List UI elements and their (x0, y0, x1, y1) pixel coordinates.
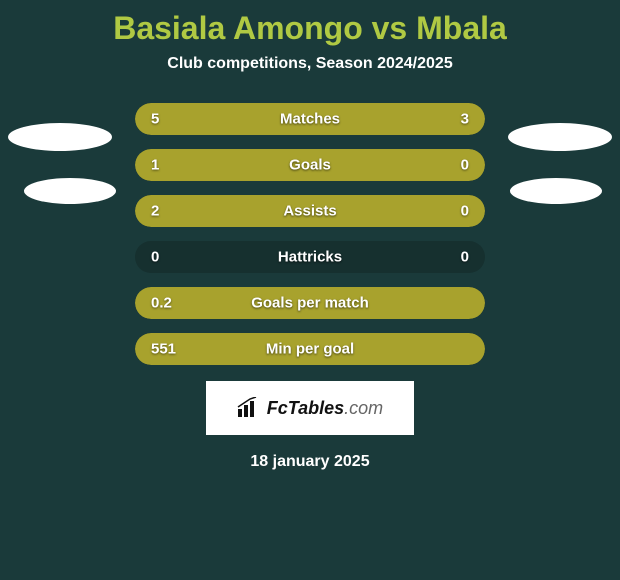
stat-bar: 0.2 Goals per match (135, 287, 485, 319)
stat-bar: 2 0 Assists (135, 195, 485, 227)
stat-value-left: 1 (151, 157, 159, 174)
stat-label: Hattricks (278, 249, 342, 266)
logo-suffix: .com (344, 398, 383, 418)
bar-fill-right (398, 195, 486, 227)
bar-fill-right (398, 149, 486, 181)
stat-bar: 0 0 Hattricks (135, 241, 485, 273)
stat-value-right: 0 (461, 249, 469, 266)
stat-value-right: 3 (461, 111, 469, 128)
stat-bar: 1 0 Goals (135, 149, 485, 181)
stat-value-left: 551 (151, 341, 176, 358)
stat-bar: 5 3 Matches (135, 103, 485, 135)
stat-row: 551 Min per goal (0, 333, 620, 365)
stat-label: Assists (283, 203, 336, 220)
logo-text: FcTables.com (267, 398, 383, 419)
chart-icon (237, 397, 261, 419)
stat-label: Min per goal (266, 341, 354, 358)
stat-label: Goals (289, 157, 331, 174)
stat-row: 2 0 Assists (0, 195, 620, 227)
stat-value-left: 0.2 (151, 295, 172, 312)
stat-value-right: 0 (461, 157, 469, 174)
stat-label: Goals per match (251, 295, 369, 312)
stat-bar: 551 Min per goal (135, 333, 485, 365)
bar-fill-left (135, 195, 398, 227)
stat-label: Matches (280, 111, 340, 128)
fctables-logo: FcTables.com (206, 381, 414, 435)
stat-value-left: 2 (151, 203, 159, 220)
stat-row: 0 0 Hattricks (0, 241, 620, 273)
stat-row: 0.2 Goals per match (0, 287, 620, 319)
date-text: 18 january 2025 (250, 453, 369, 471)
logo-name: FcTables (267, 398, 344, 418)
comparison-subtitle: Club competitions, Season 2024/2025 (167, 55, 452, 73)
stat-value-right: 0 (461, 203, 469, 220)
stat-row: 1 0 Goals (0, 149, 620, 181)
stat-row: 5 3 Matches (0, 103, 620, 135)
main-container: Basiala Amongo vs Mbala Club competition… (0, 0, 620, 471)
comparison-title: Basiala Amongo vs Mbala (113, 10, 507, 47)
stat-value-left: 0 (151, 249, 159, 266)
bar-fill-left (135, 149, 398, 181)
stat-value-left: 5 (151, 111, 159, 128)
